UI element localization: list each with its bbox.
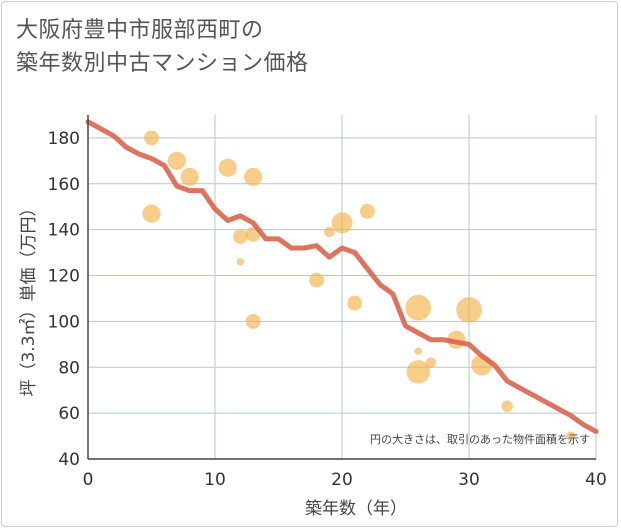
y-tick-label: 40 <box>58 450 80 470</box>
data-bubble <box>218 158 237 177</box>
y-tick-label: 180 <box>48 129 80 149</box>
data-bubble <box>167 151 186 170</box>
y-tick-label: 140 <box>48 221 80 241</box>
data-bubble <box>245 313 261 329</box>
grid <box>88 115 597 460</box>
tick-labels: 40 60 80 100 120 140 160 180 0 10 20 30 40 <box>48 129 607 490</box>
trend-line <box>85 119 599 434</box>
data-bubble <box>244 167 263 187</box>
x-tick-label: 0 <box>83 470 94 490</box>
trend-series <box>85 119 599 434</box>
x-tick-label: 20 <box>331 470 353 490</box>
y-axis-label: 坪（3.3㎡）単価（万円） <box>19 199 39 396</box>
data-bubble <box>232 229 248 244</box>
y-tick-label: 80 <box>58 358 80 378</box>
data-bubble <box>405 294 432 321</box>
data-bubble <box>180 167 199 187</box>
data-bubble <box>456 297 482 323</box>
y-tick-label: 60 <box>58 404 80 424</box>
x-tick-label: 30 <box>458 470 480 490</box>
data-bubble <box>236 258 245 266</box>
data-bubble <box>142 204 161 223</box>
chart-title-line-2: 築年数別中古マンション価格 <box>16 51 309 76</box>
data-bubble <box>565 431 576 441</box>
data-bubble <box>359 203 375 219</box>
data-bubble <box>144 130 159 146</box>
data-bubble <box>324 226 335 238</box>
data-bubble <box>425 357 437 368</box>
chart-title: 大阪府豊中市服部西町の 築年数別中古マンション価格 <box>16 14 309 80</box>
data-bubble <box>414 347 422 355</box>
y-tick-label: 120 <box>48 267 80 287</box>
data-bubble <box>347 295 363 311</box>
bubble-series <box>142 130 576 441</box>
data-bubble <box>406 360 430 384</box>
x-tick-label: 10 <box>204 470 226 490</box>
y-tick-label: 100 <box>48 312 80 332</box>
data-bubble <box>331 212 353 234</box>
data-bubble <box>309 272 325 288</box>
bubble-size-note: 円の大きさは、取引のあった物件面積を示す <box>370 432 590 446</box>
data-bubble <box>501 400 513 412</box>
x-axis-label: 築年数（年） <box>305 499 407 519</box>
x-tick-label: 40 <box>585 470 607 490</box>
axes <box>87 115 596 460</box>
y-tick-label: 160 <box>48 175 80 195</box>
chart-title-line-1: 大阪府豊中市服部西町の <box>16 18 264 43</box>
